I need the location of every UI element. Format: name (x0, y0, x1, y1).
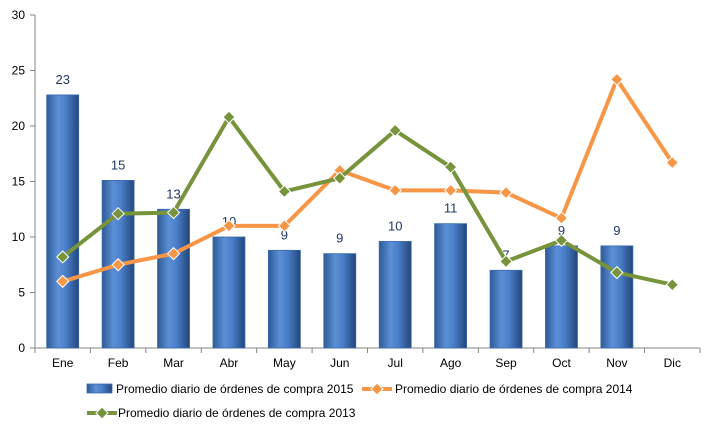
data-label: 13 (166, 186, 180, 201)
legend-swatch-marker (370, 382, 384, 396)
diamond-marker (111, 206, 125, 221)
series-line (60, 77, 675, 284)
data-label: 9 (558, 223, 565, 238)
x-tick-label: Abr (220, 356, 239, 370)
diamond-marker (610, 265, 624, 280)
y-tick-label: 10 (12, 230, 26, 244)
x-tick-label: Jul (388, 356, 403, 370)
y-tick-label: 25 (12, 64, 26, 78)
diamond-marker (443, 183, 458, 198)
data-label: 11 (444, 201, 458, 216)
x-tick-label: Ene (52, 356, 74, 370)
diamond-marker (665, 278, 679, 292)
diamond-marker (277, 184, 292, 199)
data-label: 10 (388, 218, 402, 233)
y-tick-label: 30 (12, 8, 26, 22)
bar (267, 249, 301, 349)
legend-label: Promedio diario de órdenes de compra 201… (118, 406, 356, 420)
diamond-marker (554, 233, 569, 248)
diamond-marker (166, 246, 181, 261)
bar (157, 208, 190, 349)
diamond-marker (56, 250, 70, 264)
x-tick-label: May (273, 356, 296, 370)
data-label: 23 (55, 72, 69, 87)
diamond-marker (388, 183, 402, 198)
diamond-marker (499, 254, 513, 269)
x-tick-label: Mar (163, 356, 184, 370)
legend-label: Promedio diario de órdenes de compra 201… (116, 382, 354, 396)
bar (323, 253, 357, 349)
diamond-marker (610, 72, 624, 87)
legend-swatch-bar (86, 383, 113, 394)
line-series (56, 72, 679, 292)
x-tick-label: Ago (440, 356, 462, 370)
diamond-marker (554, 211, 569, 225)
axes: 0 5 10 15 20 25 30 Ene Feb Mar Abr May Jun Jul Ago Sep O… (12, 8, 701, 370)
y-tick-label: 20 (12, 119, 26, 133)
bar-series (46, 94, 634, 349)
y-tick-label: 0 (18, 341, 25, 355)
bar (378, 241, 412, 349)
x-tick-label: Nov (606, 356, 627, 370)
legend-label: Promedio diario de órdenes de compra 201… (395, 382, 633, 396)
diamond-marker (222, 110, 236, 124)
diamond-marker (56, 274, 70, 289)
y-tick-label: 15 (12, 175, 26, 189)
data-label: 15 (111, 157, 125, 172)
bar (600, 245, 634, 349)
data-label: 9 (336, 231, 343, 246)
x-tick-label: Jun (330, 356, 349, 370)
y-tick-label: 5 (18, 286, 25, 300)
bar (46, 94, 80, 349)
diamond-marker (222, 219, 236, 233)
diamond-marker (665, 155, 679, 170)
diamond-marker (333, 171, 347, 185)
bar (489, 269, 523, 349)
x-tick-label: Oct (552, 356, 571, 370)
x-tick-label: Dic (664, 356, 681, 370)
data-label: 9 (281, 227, 288, 242)
data-label: 9 (613, 223, 620, 238)
legend-swatch-marker (95, 406, 109, 420)
bar (212, 236, 246, 349)
diamond-marker (388, 123, 402, 138)
diamond-marker (443, 160, 458, 174)
bar (434, 223, 468, 349)
x-tick-label: Feb (108, 356, 129, 370)
diamond-marker (111, 258, 125, 272)
diamond-marker (499, 185, 513, 200)
diamond-marker (166, 205, 181, 220)
bar (545, 245, 578, 349)
series-line (60, 115, 675, 287)
x-tick-label: Sep (495, 356, 517, 370)
diamond-marker (277, 219, 292, 233)
legend: Promedio diario de órdenes de compra 201… (86, 382, 633, 420)
